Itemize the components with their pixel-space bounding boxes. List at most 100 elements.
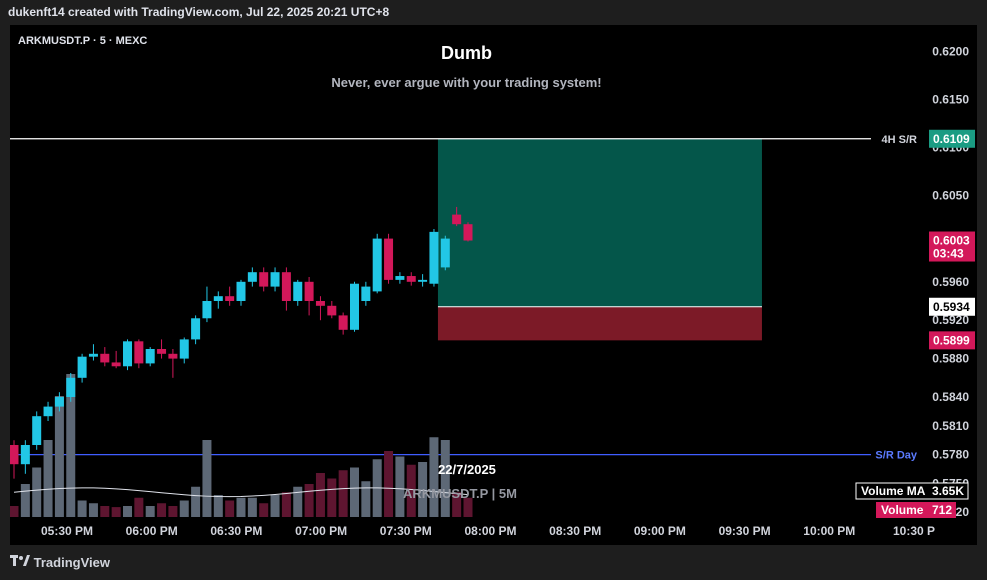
target-zone [437, 138, 762, 307]
volume-bar [225, 500, 235, 517]
volume-bar [418, 462, 428, 517]
entry-price-tag-bg [929, 297, 975, 316]
last-price-tag: 0.6003 [933, 234, 970, 248]
y-tick-label: 0.5920 [932, 313, 969, 327]
x-tick-label: 07:30 PM [380, 524, 432, 538]
volume-bar [361, 481, 371, 517]
volume-bar [315, 473, 325, 517]
x-tick-label: 08:30 PM [549, 524, 601, 538]
x-tick-label: 10:00 PM [803, 524, 855, 538]
volume-bar [202, 440, 212, 517]
candle-body [384, 238, 394, 280]
chart-area[interactable]: 4H S/RS/R Day0.62000.61500.61000.60500.5… [10, 25, 977, 545]
candle-body [202, 301, 212, 319]
volume-bar [213, 495, 223, 517]
volume-bar [20, 484, 30, 517]
candle-body [54, 397, 64, 407]
y-tick-label: 0.6150 [932, 92, 969, 106]
volume-bar [463, 497, 473, 517]
y-tick-label: 0.6200 [932, 44, 969, 58]
volume-bar [157, 503, 167, 517]
volume-bar [247, 497, 257, 517]
volume-bar [259, 503, 269, 517]
volume-bar [350, 467, 359, 517]
volume-bar [452, 492, 462, 517]
volume-bar [304, 484, 314, 517]
candle-body [338, 315, 348, 330]
chart-title: Dumb [441, 43, 492, 63]
stop-price-tag: 0.5899 [933, 333, 970, 347]
volume-bar [32, 467, 42, 517]
volume-last-label: Volume [881, 503, 924, 517]
volume-bar [145, 506, 155, 517]
candle-body [281, 272, 291, 301]
candle-body [88, 353, 98, 357]
volume-bar [327, 478, 337, 517]
sr-line-label: 4H S/R [882, 134, 918, 146]
volume-bar [134, 497, 144, 517]
volume-bar [270, 495, 280, 517]
volume-bar [395, 456, 405, 517]
volume-bar [123, 506, 132, 517]
x-tick-label: 08:00 PM [464, 524, 516, 538]
volume-bar [384, 451, 394, 517]
volume-bar [179, 500, 189, 517]
x-tick-label: 09:30 PM [719, 524, 771, 538]
candle-body [247, 272, 257, 282]
candle-body [100, 353, 110, 363]
candle-body [372, 238, 382, 292]
candle-body [213, 296, 223, 301]
y-tick-label: 0.5780 [932, 448, 969, 462]
y-tick-label: 0.6050 [932, 188, 969, 202]
x-tick-label: 07:00 PM [295, 524, 347, 538]
x-tick-label: 06:30 PM [210, 524, 262, 538]
candle-body [134, 341, 144, 364]
y-tick-label: 0.5810 [932, 419, 969, 433]
candle-body [395, 276, 405, 280]
candle-body [236, 281, 246, 301]
y-tick-label: 0.5880 [932, 352, 969, 366]
x-tick-label: 09:00 PM [634, 524, 686, 538]
volume-ma-box [855, 482, 969, 500]
candle-body [406, 276, 416, 282]
candle-body [350, 283, 359, 330]
price-chart[interactable]: 4H S/RS/R Day0.62000.61500.61000.60500.5… [10, 25, 977, 545]
candle-body [270, 272, 280, 287]
candle-body [361, 286, 371, 301]
last-price-tag-bg [929, 231, 975, 262]
candle-body [327, 305, 337, 316]
candle-body [43, 406, 53, 417]
candle-body [463, 224, 473, 241]
volume-bar [338, 470, 348, 517]
symbol-watermark: ARKMUSDT.P | 5M [403, 486, 517, 501]
candle-body [293, 281, 303, 301]
volume-bar [111, 507, 121, 517]
volume-bar [43, 440, 53, 517]
stop-zone [437, 306, 762, 341]
volume-ma-line [13, 487, 469, 498]
volume-bar [100, 506, 110, 517]
volume-bar [88, 503, 98, 517]
candle-body [315, 301, 325, 306]
candle-body [191, 318, 201, 340]
candle-body [259, 272, 269, 287]
x-tick-label: 10:30 P [893, 524, 935, 538]
candle-body [66, 377, 76, 397]
candle-body [10, 445, 19, 465]
tradingview-label: TradingView [33, 555, 110, 571]
candle-body [111, 362, 121, 367]
tradingview-brand: TradingView [10, 554, 110, 570]
volume-bar [54, 396, 64, 517]
candle-body [145, 349, 155, 364]
candle-body [32, 416, 42, 445]
volume-bar [168, 506, 178, 517]
volume-bar [191, 486, 201, 517]
x-tick-label: 05:30 PM [41, 524, 93, 538]
candle-body [418, 279, 428, 282]
candle-body [20, 445, 30, 465]
target-price-tag-bg [929, 129, 975, 148]
candle-body [429, 231, 439, 284]
volume-bar [66, 374, 76, 517]
chart-subtitle: Never, ever argue with your trading syst… [331, 75, 602, 90]
volume-bar [429, 437, 439, 517]
